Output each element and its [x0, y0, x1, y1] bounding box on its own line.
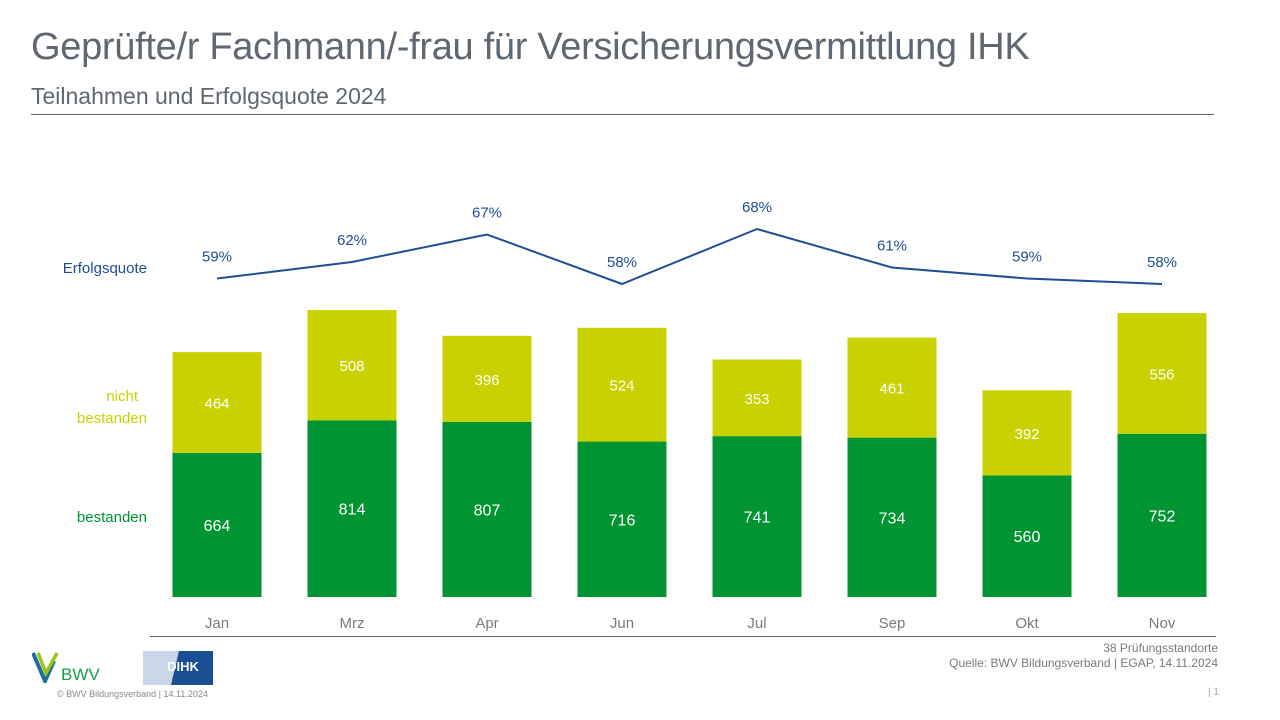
dihk-logo-text: DIHK	[167, 659, 199, 674]
data-label-nicht-bestanden: 461	[879, 381, 904, 398]
data-label-bestanden: 741	[744, 510, 771, 527]
x-tick-label: Jul	[747, 615, 766, 632]
page-subtitle: Teilnahmen und Erfolgsquote 2024	[31, 83, 387, 109]
page-title: Geprüfte/r Fachmann/-frau für Versicheru…	[31, 26, 1030, 68]
data-label-bestanden: 716	[609, 512, 636, 529]
erfolgsquote-label: 59%	[1012, 249, 1042, 266]
erfolgsquote-label: 67%	[472, 205, 502, 222]
x-tick-label: Jan	[205, 615, 229, 632]
bar-nicht-bestanden	[1117, 313, 1207, 434]
x-axis: Jan Mrz Apr Jun Jul Sep Okt Nov	[205, 615, 1176, 632]
bar-nicht-bestanden	[172, 352, 262, 453]
erfolgsquote-label: 68%	[742, 199, 772, 216]
source-note: Quelle: BWV Bildungsverband | EGAP, 14.1…	[949, 656, 1218, 670]
data-label-nicht-bestanden: 524	[609, 378, 634, 395]
data-label-bestanden: 807	[474, 502, 501, 519]
data-label-bestanden: 734	[879, 510, 906, 527]
page-number: | 1	[1208, 687, 1219, 698]
bar-nicht-bestanden	[982, 390, 1072, 476]
copyright: © BWV Bildungsverband | 14.11.2024	[57, 689, 208, 699]
bar-nicht-bestanden	[577, 327, 667, 442]
bar-bestanden	[982, 475, 1072, 597]
bwv-logo-mark-icon	[32, 652, 56, 683]
x-tick-label: Nov	[1149, 615, 1176, 632]
bar-bestanden	[847, 437, 937, 597]
data-label-bestanden: 814	[339, 502, 366, 519]
erfolgsquote-label: 62%	[337, 232, 367, 249]
dihk-logo-shape-icon	[171, 651, 213, 685]
bar-bestanden	[712, 436, 802, 597]
bar-bestanden	[307, 420, 397, 597]
data-label-bestanden: 664	[204, 518, 231, 535]
legend-erfolgsquote: Erfolgsquote	[63, 260, 147, 277]
bar-nicht-bestanden	[442, 335, 532, 422]
legend-nicht-bestanden-line2: bestanden	[77, 410, 147, 427]
data-label-nicht-bestanden: 508	[339, 358, 364, 375]
x-tick-label: Sep	[879, 615, 906, 632]
data-label-nicht-bestanden: 556	[1149, 366, 1174, 383]
bar-bestanden	[442, 421, 532, 597]
bar-nicht-bestanden	[847, 337, 937, 438]
data-label-nicht-bestanden: 396	[474, 372, 499, 389]
bwv-logo-text: BWV	[61, 665, 100, 683]
dihk-logo: DIHK	[143, 651, 213, 685]
bwv-logo: BWV	[32, 652, 100, 683]
erfolgsquote-label: 59%	[202, 249, 232, 266]
x-tick-label: Jun	[610, 615, 634, 632]
header-divider	[31, 114, 1214, 115]
line-series-erfolgsquote: 59% 62% 67% 58% 68% 61% 59% 58%	[202, 199, 1177, 286]
x-tick-label: Apr	[475, 615, 498, 632]
erfolgsquote-label: 58%	[1147, 254, 1177, 271]
bar-nicht-bestanden	[307, 310, 397, 421]
legend-bestanden: bestanden	[77, 509, 147, 526]
bar-bestanden	[172, 452, 262, 597]
legend-nicht-bestanden-line1: nicht	[106, 388, 139, 405]
erfolgsquote-label: 61%	[877, 238, 907, 255]
x-tick-label: Okt	[1015, 615, 1039, 632]
bar-series: 664 464 814 508 807 396 716 524 741 353 734 461 560 3…	[172, 310, 1207, 597]
x-tick-label: Mrz	[340, 615, 365, 632]
data-label-bestanden: 560	[1014, 529, 1041, 546]
erfolgsquote-line	[216, 227, 1163, 286]
data-label-nicht-bestanden: 353	[744, 391, 769, 408]
chart-legend: Erfolgsquote nicht bestanden bestanden	[63, 260, 147, 526]
data-label-bestanden: 752	[1149, 508, 1176, 525]
bar-bestanden	[1117, 433, 1207, 597]
footer-divider	[150, 636, 1216, 637]
note-standorte: 38 Prüfungsstandorte	[1103, 641, 1218, 655]
erfolgsquote-label: 58%	[607, 254, 637, 271]
bar-nicht-bestanden	[712, 359, 802, 437]
data-label-nicht-bestanden: 464	[204, 395, 229, 412]
data-label-nicht-bestanden: 392	[1014, 426, 1039, 443]
bar-bestanden	[577, 441, 667, 597]
bwv-logo-mark-accent-icon	[36, 652, 59, 678]
